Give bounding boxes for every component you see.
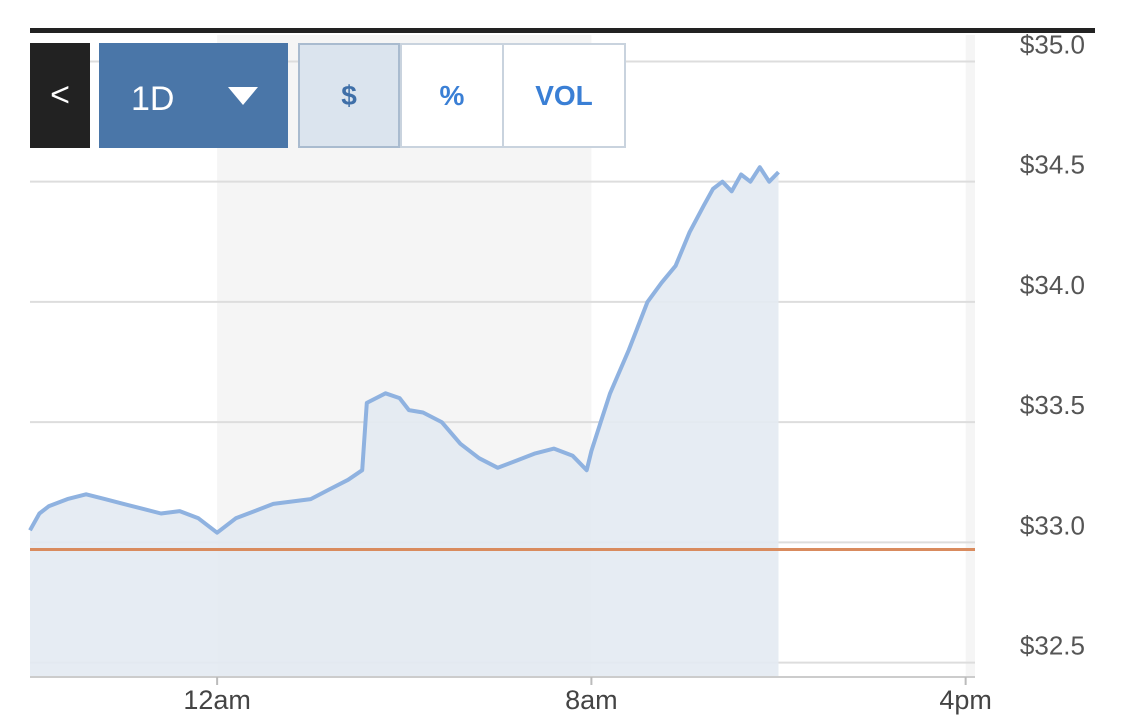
y-tick-label: $34.0 [1020, 270, 1085, 300]
mode-volume-button[interactable]: VOL [502, 43, 626, 148]
chevron-left-icon: < [50, 76, 70, 114]
after-hours-band [965, 35, 975, 677]
x-tick-label: 8am [565, 685, 618, 715]
mode-label: $ [341, 80, 357, 111]
y-tick-label: $35.0 [1020, 29, 1085, 59]
caret-down-icon [228, 87, 258, 105]
mode-label: % [439, 80, 465, 111]
mode-dollar-button[interactable]: $ [298, 43, 400, 148]
price-line [28, 165, 780, 535]
y-tick-label: $33.5 [1020, 390, 1085, 420]
range-label: 1D [131, 80, 175, 118]
mode-percent-button[interactable]: % [400, 43, 504, 148]
x-tick-label: 12am [183, 685, 251, 715]
back-button[interactable]: < [30, 43, 90, 148]
y-tick-label: $33.0 [1020, 510, 1085, 540]
x-tick-label: 4pm [939, 685, 992, 715]
mode-label: VOL [535, 80, 593, 111]
x-axis-labels: 12am 8am 4pm [183, 677, 992, 715]
y-axis-labels: $32.5 $33.0 $33.5 $34.0 $34.5 $35.0 [1020, 29, 1085, 660]
y-tick-label: $34.5 [1020, 150, 1085, 180]
range-dropdown[interactable]: 1D [99, 43, 288, 148]
y-tick-label: $32.5 [1020, 631, 1085, 661]
top-rule [30, 28, 1095, 33]
